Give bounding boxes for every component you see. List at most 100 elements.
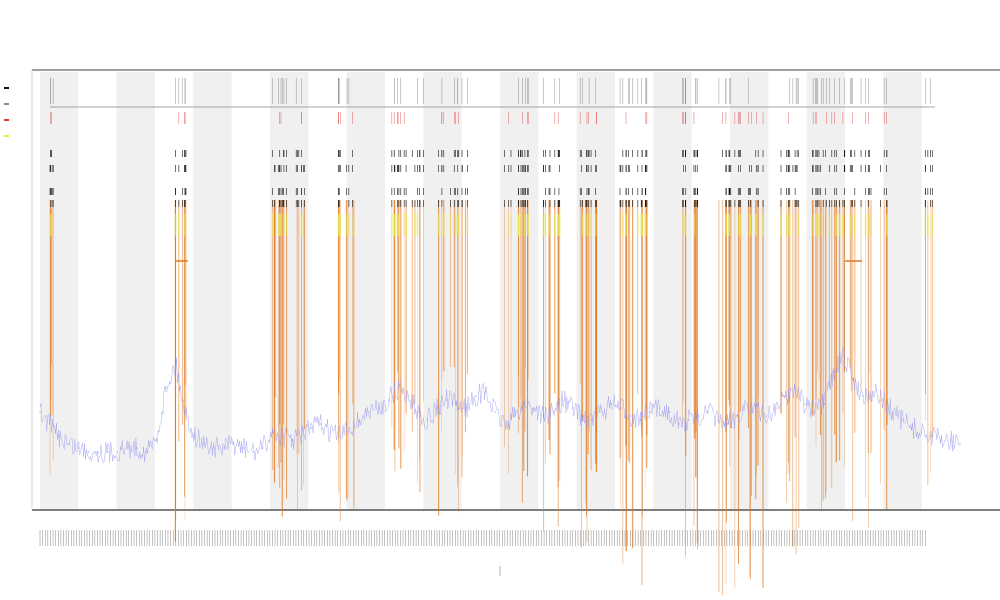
series-point	[707, 411, 709, 413]
highlight-mark	[625, 214, 628, 236]
series-point	[446, 399, 448, 401]
series-point	[426, 419, 428, 421]
band-22	[883, 72, 922, 510]
highlight-mark	[300, 214, 303, 236]
series-point	[630, 415, 632, 417]
series-point	[407, 395, 409, 397]
highlight-mark	[835, 214, 838, 236]
series-point	[291, 439, 293, 441]
event-series	[49, 200, 933, 596]
series-point	[417, 411, 419, 413]
series-point	[204, 443, 206, 445]
series-point	[649, 411, 651, 413]
series-point	[688, 419, 690, 421]
series-point	[581, 415, 583, 417]
highlight-mark	[526, 214, 529, 236]
series-point	[591, 419, 593, 421]
highlight-mark	[557, 214, 559, 236]
highlight-mark	[466, 214, 469, 236]
series-point	[184, 411, 186, 413]
series-point	[775, 407, 777, 409]
highlight-mark	[785, 214, 788, 236]
series-point	[930, 435, 932, 437]
series-point	[58, 435, 60, 437]
series-point	[572, 407, 574, 409]
highlight-mark	[820, 214, 823, 236]
highlight-mark	[812, 214, 814, 236]
series-point	[155, 439, 157, 441]
highlight-mark	[184, 214, 186, 236]
highlight-mark	[586, 214, 588, 236]
highlight-mark	[339, 214, 342, 236]
series-point	[465, 407, 467, 409]
series-point	[271, 431, 274, 433]
highlight-mark	[737, 214, 740, 236]
highlight-mark	[754, 214, 757, 236]
series-point	[668, 411, 671, 413]
series-point	[804, 403, 806, 405]
series-point	[116, 451, 119, 453]
series-point	[862, 395, 864, 397]
series-point	[436, 407, 438, 409]
highlight-mark	[886, 214, 888, 236]
highlight-mark	[641, 214, 643, 236]
highlight-mark	[864, 214, 867, 236]
highlight-mark	[684, 214, 687, 236]
highlight-mark	[271, 214, 274, 236]
series-trace-group	[39, 345, 961, 464]
series-point	[233, 443, 235, 445]
highlight-mark	[544, 214, 547, 236]
highlight-mark	[178, 214, 180, 236]
highlight-mark	[50, 214, 53, 236]
highlight-mark	[456, 214, 459, 236]
highlight-mark	[787, 214, 789, 236]
series-point	[39, 411, 41, 413]
series-point	[717, 419, 719, 421]
highlight-mark	[594, 214, 597, 236]
series-point	[785, 395, 787, 397]
highlight-mark	[280, 214, 282, 236]
series-point	[262, 447, 264, 449]
series-point	[378, 407, 380, 409]
legend-swatch-3	[4, 119, 9, 121]
series-point	[223, 447, 225, 449]
series-point	[610, 403, 612, 405]
series-point	[833, 371, 835, 373]
series-point	[920, 431, 922, 433]
band-2	[116, 72, 155, 510]
series-point	[252, 451, 254, 453]
series-point	[504, 423, 506, 425]
highlight-mark	[849, 214, 852, 236]
series-point	[87, 451, 90, 453]
legend-swatch-1	[4, 87, 9, 89]
highlight-mark	[622, 214, 624, 236]
series-point	[765, 415, 767, 417]
series-point	[736, 415, 738, 417]
band-8	[346, 72, 385, 510]
series-point	[523, 403, 525, 405]
highlight-mark	[457, 214, 460, 236]
series-point	[78, 447, 80, 449]
highlight-mark	[842, 214, 844, 236]
highlight-mark	[442, 214, 445, 236]
highlight-mark	[510, 214, 512, 236]
series-point	[601, 411, 603, 413]
highlight-mark	[749, 214, 752, 236]
highlight-mark	[590, 214, 592, 236]
series-point	[397, 387, 399, 389]
series-point	[358, 419, 361, 421]
highlight-mark	[277, 214, 280, 236]
highlight-mark	[346, 214, 348, 236]
series-point	[620, 407, 622, 409]
highlight-mark	[637, 214, 639, 236]
series-point	[910, 427, 913, 429]
highlight-mark	[437, 214, 440, 236]
highlight-mark	[454, 214, 457, 236]
highlight-mark	[797, 214, 800, 236]
series-point	[136, 447, 138, 449]
highlight-mark	[394, 214, 396, 236]
highlight-mark	[50, 214, 52, 236]
series-point	[68, 443, 70, 445]
